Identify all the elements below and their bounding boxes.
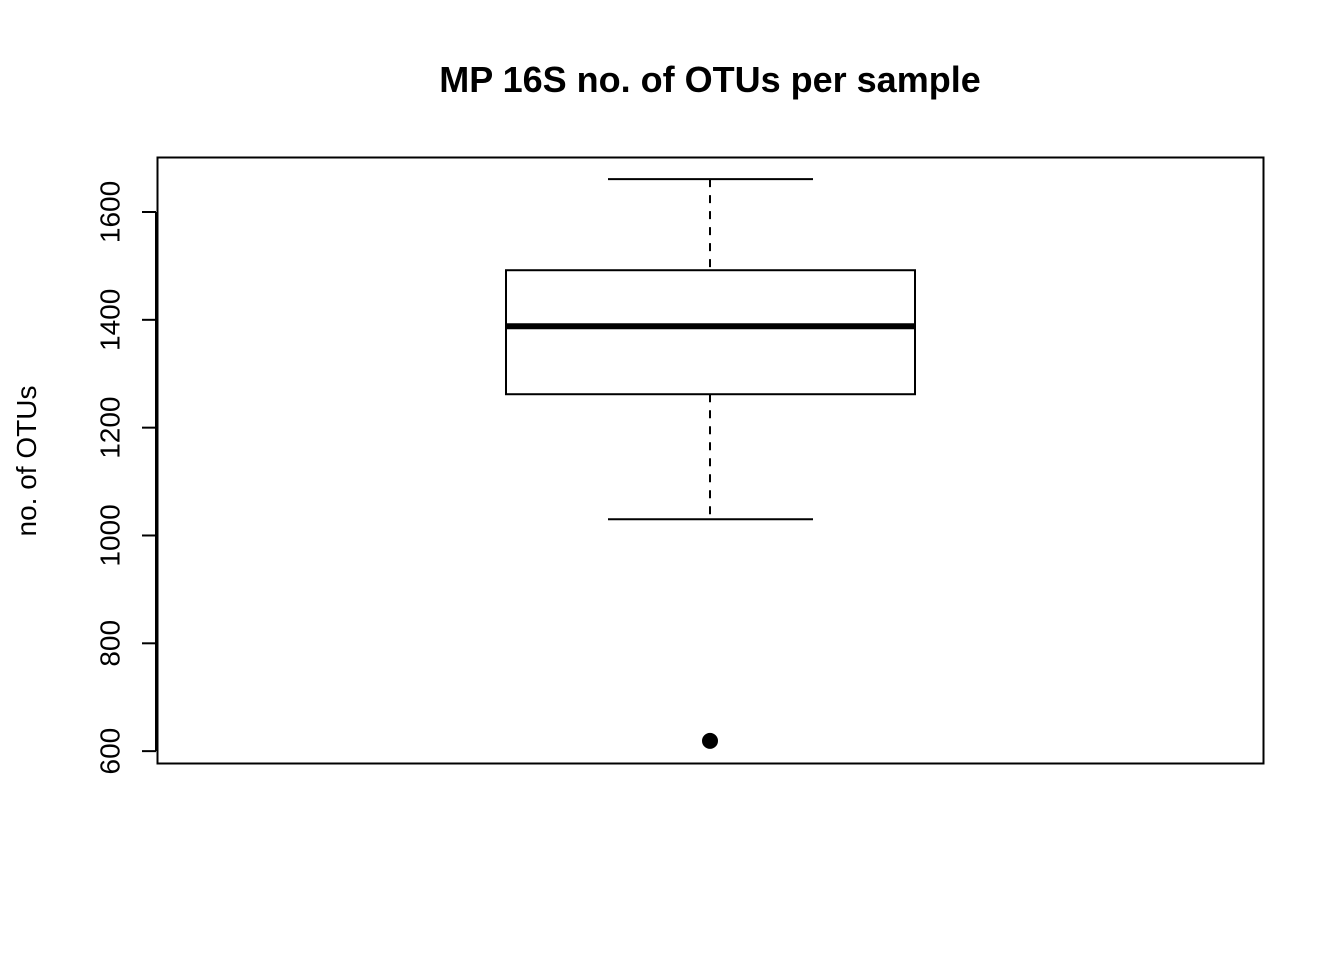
y-tick-label: 1000 bbox=[94, 504, 125, 566]
box-plot bbox=[505, 178, 916, 749]
y-axis: 600 800 1000 1200 1400 1600 bbox=[94, 181, 157, 775]
y-tick-label: 1400 bbox=[94, 289, 125, 351]
y-tick-label: 600 bbox=[94, 728, 125, 775]
interquartile-box bbox=[505, 269, 916, 396]
y-tick-label: 1200 bbox=[94, 397, 125, 459]
chart-title: MP 16S no. of OTUs per sample bbox=[439, 59, 980, 100]
y-tick-label: 1600 bbox=[94, 181, 125, 243]
y-axis-label: no. of OTUs bbox=[11, 386, 42, 537]
outlier-point bbox=[702, 732, 718, 749]
y-tick-label: 800 bbox=[94, 620, 125, 667]
plot-frame bbox=[156, 156, 1265, 765]
